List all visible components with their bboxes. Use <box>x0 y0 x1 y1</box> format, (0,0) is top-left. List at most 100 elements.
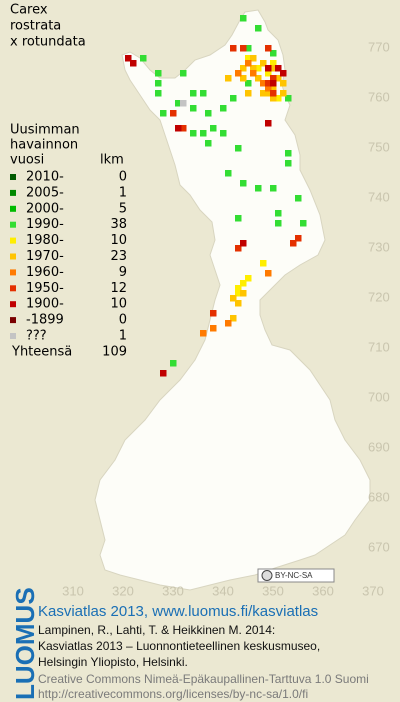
cc-badge[interactable]: BY-NC-SA <box>257 568 335 583</box>
legend-swatch <box>10 269 16 276</box>
legend-count: 23 <box>110 249 127 264</box>
legend-header: Uusimman <box>10 123 80 138</box>
observation-square <box>140 55 147 62</box>
observation-square <box>230 45 237 52</box>
observation-square <box>160 370 167 377</box>
observation-square <box>280 80 287 87</box>
footer-link[interactable]: Kasviatlas 2013, www.luomus.fi/kasviatla… <box>38 603 318 620</box>
citation-line: Lampinen, R., Lahti, T. & Heikkinen M. 2… <box>38 623 275 637</box>
observation-square <box>245 60 252 67</box>
x-grid-label: 320 <box>112 583 134 598</box>
y-grid-label: 700 <box>368 389 390 404</box>
observation-square <box>200 330 207 337</box>
legend-swatch <box>10 253 16 260</box>
legend-swatch <box>10 189 16 196</box>
legend-swatch <box>10 317 16 324</box>
legend-label: 2000- <box>26 201 64 216</box>
observation-square <box>230 95 237 102</box>
observation-square <box>235 145 242 152</box>
observation-square <box>180 70 187 77</box>
observation-square <box>190 90 197 97</box>
observation-square <box>240 280 247 287</box>
legend-count: 0 <box>119 313 127 328</box>
legend-count: 9 <box>119 265 127 280</box>
observation-square <box>265 65 272 72</box>
x-grid-label: 340 <box>212 583 234 598</box>
x-grid-label: 360 <box>312 583 334 598</box>
observation-square <box>260 90 267 97</box>
logo-area <box>0 598 30 702</box>
observation-square <box>190 105 197 112</box>
y-grid-label: 670 <box>368 539 390 554</box>
observation-square <box>125 55 132 62</box>
observation-square <box>190 130 197 137</box>
observation-square <box>270 185 277 192</box>
observation-square <box>180 125 187 132</box>
observation-square <box>255 185 262 192</box>
observation-square <box>180 100 187 107</box>
y-grid-label: 690 <box>368 439 390 454</box>
observation-square <box>220 105 227 112</box>
y-grid-label: 760 <box>368 89 390 104</box>
observation-square <box>225 170 232 177</box>
observation-square <box>250 70 257 77</box>
observation-square <box>250 55 257 62</box>
observation-square <box>280 70 287 77</box>
legend-swatch <box>10 285 16 292</box>
observation-square <box>275 75 282 82</box>
observation-square <box>290 240 297 247</box>
observation-square <box>225 75 232 82</box>
observation-square <box>265 45 272 52</box>
observation-square <box>200 130 207 137</box>
x-grid-label: 370 <box>362 583 384 598</box>
legend-swatch <box>10 205 16 212</box>
legend-swatch <box>10 333 16 339</box>
y-grid-label: 770 <box>368 39 390 54</box>
legend-label: 1960- <box>26 265 64 280</box>
total-count: 109 <box>102 344 127 359</box>
badge-box <box>257 568 335 583</box>
observation-square <box>160 110 167 117</box>
observation-square <box>210 325 217 332</box>
observation-square <box>170 360 177 367</box>
observation-square <box>270 85 277 92</box>
observation-square <box>240 15 247 22</box>
observation-square <box>235 215 242 222</box>
observation-square <box>235 245 242 252</box>
observation-square <box>235 290 242 297</box>
observation-square <box>265 85 272 92</box>
observation-square <box>260 60 267 67</box>
observation-square <box>200 90 207 97</box>
legend-swatch <box>10 221 16 228</box>
observation-square <box>220 130 227 137</box>
legend-label: -1899 <box>26 313 64 328</box>
observation-square <box>225 320 232 327</box>
observation-square <box>275 210 282 217</box>
observation-square <box>285 95 292 102</box>
observation-square <box>240 240 247 247</box>
legend-label: 1950- <box>26 281 64 296</box>
observation-square <box>270 60 277 67</box>
observation-square <box>205 110 212 117</box>
y-grid-label: 750 <box>368 139 390 154</box>
legend-count: 12 <box>110 281 127 296</box>
observation-square <box>265 270 272 277</box>
observation-square <box>155 80 162 87</box>
citation-line: Kasviatlas 2013 – Luonnontieteellinen ke… <box>38 639 320 653</box>
legend-count: 0 <box>119 170 127 185</box>
observation-square <box>245 45 252 52</box>
legend-count: 1 <box>119 329 127 344</box>
observation-square <box>265 120 272 127</box>
license-line: Creative Commons Nimeä-Epäkaupallinen-Ta… <box>38 672 369 686</box>
observation-square <box>270 50 277 57</box>
y-grid-label: 730 <box>368 239 390 254</box>
observation-square <box>245 275 252 282</box>
observation-square <box>265 70 272 77</box>
legend-swatch <box>10 301 16 308</box>
observation-square <box>270 80 277 87</box>
title-line: rostrata <box>10 19 61 34</box>
legend-header: havainnon <box>10 138 78 153</box>
observation-square <box>275 220 282 227</box>
